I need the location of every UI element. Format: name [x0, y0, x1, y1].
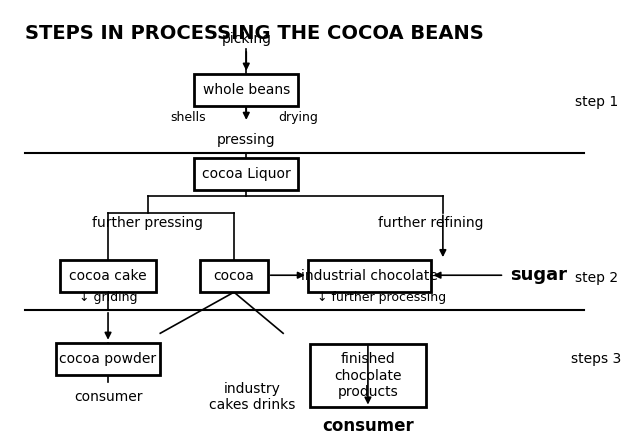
- FancyBboxPatch shape: [60, 260, 156, 292]
- FancyBboxPatch shape: [200, 260, 268, 292]
- Text: further refining: further refining: [378, 216, 483, 230]
- Text: cocoa powder: cocoa powder: [60, 352, 157, 366]
- Text: consumer: consumer: [322, 417, 414, 435]
- Text: ↓ further processing: ↓ further processing: [317, 291, 446, 304]
- Text: step 2: step 2: [575, 271, 618, 285]
- Text: consumer: consumer: [74, 390, 142, 404]
- FancyBboxPatch shape: [194, 74, 298, 106]
- FancyBboxPatch shape: [194, 158, 298, 190]
- FancyBboxPatch shape: [310, 344, 426, 408]
- Text: step 1: step 1: [575, 95, 618, 109]
- Text: industrial chocolate: industrial chocolate: [301, 269, 438, 283]
- Text: finished
chocolate
products: finished chocolate products: [334, 352, 402, 399]
- FancyBboxPatch shape: [56, 343, 160, 375]
- Text: industry
cakes drinks: industry cakes drinks: [209, 382, 296, 412]
- Text: picking: picking: [221, 32, 271, 46]
- Text: pressing: pressing: [217, 133, 276, 148]
- FancyBboxPatch shape: [308, 260, 431, 292]
- Text: ↓ griding: ↓ griding: [79, 291, 138, 304]
- Text: cocoa cake: cocoa cake: [69, 269, 147, 283]
- Text: STEPS IN PROCESSING THE COCOA BEANS: STEPS IN PROCESSING THE COCOA BEANS: [25, 24, 484, 43]
- Text: sugar: sugar: [511, 266, 568, 284]
- Text: shells: shells: [170, 111, 205, 124]
- Text: steps 3: steps 3: [572, 352, 621, 366]
- Text: drying: drying: [278, 111, 319, 124]
- Text: further pressing: further pressing: [92, 216, 204, 230]
- Text: cocoa Liquor: cocoa Liquor: [202, 167, 291, 182]
- Text: whole beans: whole beans: [203, 83, 290, 97]
- Text: cocoa: cocoa: [214, 269, 255, 283]
